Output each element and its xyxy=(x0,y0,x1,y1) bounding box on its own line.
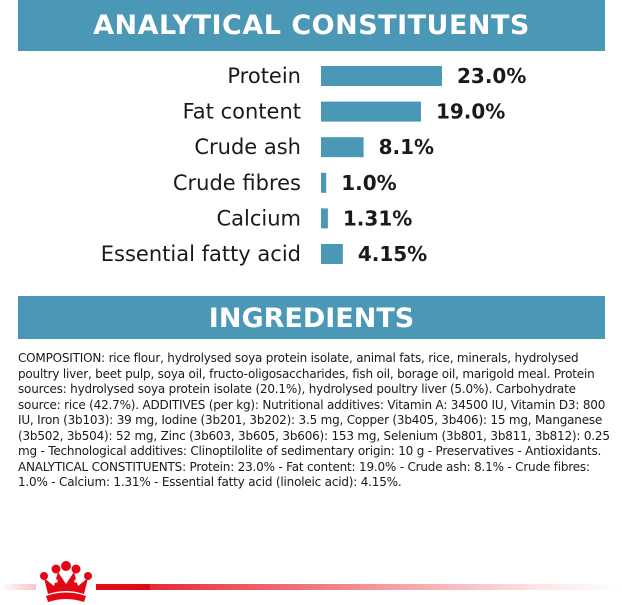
value-label-protein: 23.0% xyxy=(457,64,526,88)
category-label-fat-content: Fat content xyxy=(183,100,301,124)
analytical-constituents-header: ANALYTICAL CONSTITUENTS xyxy=(18,0,605,51)
category-label-crude-fibres: Crude fibres xyxy=(173,171,301,195)
category-label-calcium: Calcium xyxy=(216,206,301,230)
value-label-calcium: 1.31% xyxy=(343,206,412,230)
footer-band-right xyxy=(74,584,622,590)
bar-calcium xyxy=(321,208,328,229)
crown-icon xyxy=(36,561,96,605)
value-label-crude-ash: 8.1% xyxy=(379,135,434,159)
value-label-essential-fatty-acid: 4.15% xyxy=(358,242,427,266)
value-label-crude-fibres: 1.0% xyxy=(341,171,396,195)
bar-fat-content xyxy=(321,101,421,122)
footer-brand-strip xyxy=(0,556,622,605)
ingredients-text: COMPOSITION: rice flour, hydrolysed soya… xyxy=(18,351,610,489)
bar-essential-fatty-acid xyxy=(321,244,343,264)
category-label-crude-ash: Crude ash xyxy=(194,135,301,159)
value-label-fat-content: 19.0% xyxy=(436,100,505,124)
ingredients-header: INGREDIENTS xyxy=(18,296,605,339)
bar-crude-fibres xyxy=(321,172,327,193)
bar-crude-ash xyxy=(321,137,364,158)
category-label-essential-fatty-acid: Essential fatty acid xyxy=(101,242,301,266)
bar-protein xyxy=(321,66,442,86)
analytical-constituents-chart: Protein 23.0% Fat content 19.0% Crude ash 8.1… xyxy=(101,64,527,266)
category-label-protein: Protein xyxy=(227,64,301,88)
